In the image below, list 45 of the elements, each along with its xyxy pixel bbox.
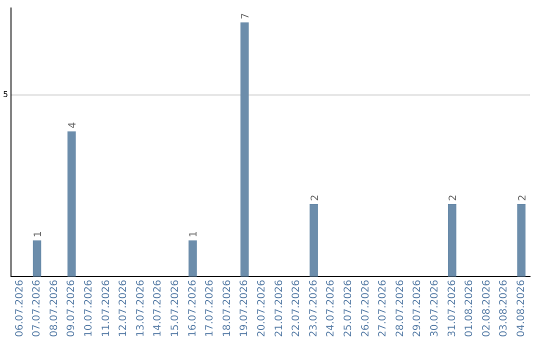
- bar: [448, 204, 456, 277]
- x-tick-label: 11.07.2026: [100, 280, 112, 338]
- x-tick-label: 17.07.2026: [204, 280, 216, 338]
- data-label: 2: [517, 194, 528, 202]
- x-tick-label: 08.07.2026: [48, 280, 60, 338]
- bar: [517, 204, 526, 277]
- x-tick-label: 19.07.2026: [239, 280, 250, 338]
- x-tick-label: 26.07.2026: [360, 280, 372, 338]
- x-tick-label: 02.08.2026: [481, 280, 492, 338]
- data-label: 4: [68, 122, 79, 128]
- x-tick-label: 22.07.2026: [291, 280, 302, 338]
- x-tick-label: 01.08.2026: [464, 280, 476, 338]
- x-tick-label: 31.07.2026: [446, 280, 458, 338]
- data-label: 2: [448, 194, 460, 202]
- x-tick-label: 29.07.2026: [412, 280, 424, 338]
- x-tick-label: 14.07.2026: [152, 280, 164, 338]
- bar: [188, 240, 197, 277]
- x-tick-label: 15.07.2026: [170, 280, 182, 338]
- data-label: 1: [33, 231, 44, 238]
- x-tick-label: 07.07.2026: [32, 280, 43, 338]
- x-tick-label: 18.07.2026: [222, 280, 233, 338]
- x-tick-label: 28.07.2026: [394, 280, 406, 338]
- x-tick-label: 23.07.2026: [308, 280, 320, 338]
- data-label: 2: [310, 194, 321, 202]
- y-tick-label: 5: [2, 90, 8, 100]
- x-tick-label: 24.07.2026: [326, 280, 337, 338]
- x-tick-label: 10.07.2026: [84, 280, 95, 338]
- bar: [32, 240, 42, 277]
- bar: [310, 204, 318, 277]
- data-label: 7: [240, 12, 252, 20]
- x-tick-label: 04.08.2026: [516, 280, 527, 338]
- x-tick-label: 16.07.2026: [187, 280, 198, 338]
- bar: [240, 22, 249, 277]
- x-tick-label: 30.07.2026: [429, 280, 440, 338]
- x-tick-label: 13.07.2026: [135, 280, 146, 338]
- x-tick-label: 25.07.2026: [342, 280, 354, 338]
- x-tick-label: 12.07.2026: [118, 280, 130, 338]
- x-tick-label: 09.07.2026: [66, 280, 78, 338]
- x-tick-label: 20.07.2026: [256, 280, 268, 338]
- x-tick-label: 21.07.2026: [274, 280, 285, 338]
- x-tick-label: 27.07.2026: [378, 280, 389, 338]
- data-label: 1: [188, 231, 200, 238]
- x-tick-label: 03.08.2026: [498, 280, 510, 338]
- bar: [67, 131, 76, 277]
- x-tick-label: 06.07.2026: [14, 280, 26, 338]
